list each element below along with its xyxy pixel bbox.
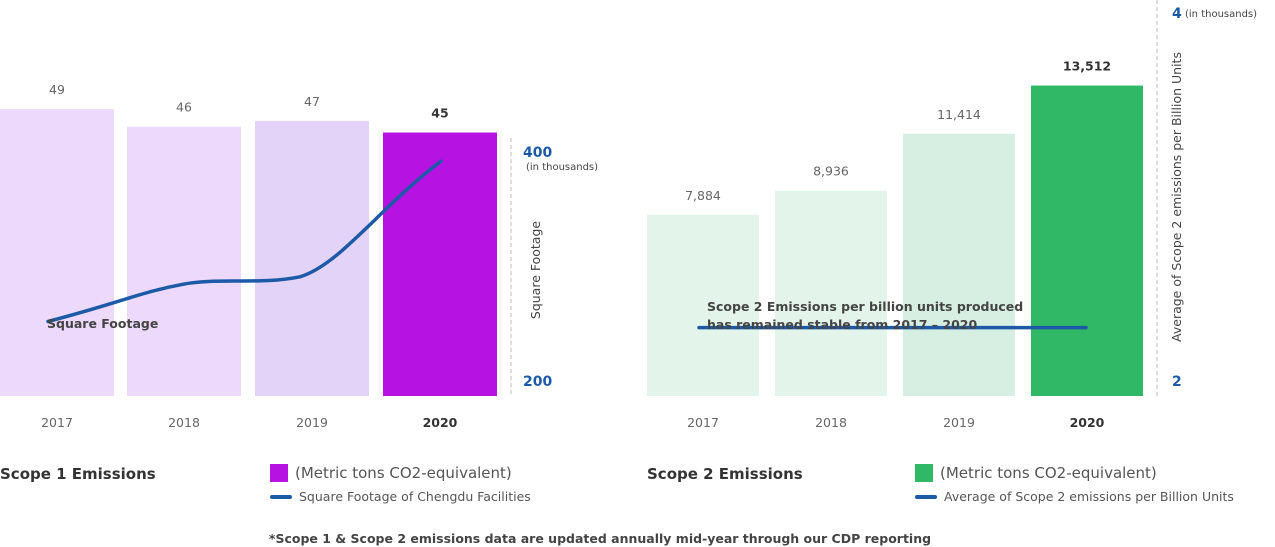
bar-scope1-2017 xyxy=(0,109,114,396)
right-axis-tick: 400 xyxy=(523,145,552,161)
bar-value-label: 11,414 xyxy=(937,107,981,122)
scope1-legend-line-item: Square Footage of Chengdu Facilities xyxy=(270,489,531,504)
scope2-legend-line-item: Average of Scope 2 emissions per Billion… xyxy=(915,489,1234,504)
right-axis-unit-note: (in thousands) xyxy=(1185,9,1257,20)
x-tick-label: 2019 xyxy=(296,415,328,430)
x-tick-label: 2020 xyxy=(1070,415,1105,430)
right-axis-unit-note: (in thousands) xyxy=(526,162,598,173)
right-axis-tick: 4 xyxy=(1172,6,1182,22)
scope1-legend-line-label: Square Footage of Chengdu Facilities xyxy=(299,489,531,504)
x-tick-label: 2020 xyxy=(423,415,458,430)
x-tick-label: 2018 xyxy=(815,415,847,430)
bar-value-label: 7,884 xyxy=(685,188,721,203)
bar-scope1-2019 xyxy=(255,120,369,397)
right-axis-tick: 200 xyxy=(523,374,552,390)
scope1-legend-bar-label: (Metric tons CO2-equivalent) xyxy=(295,464,512,482)
bar-scope1-2020 xyxy=(383,132,497,396)
line-annotation: Scope 2 Emissions per billion units prod… xyxy=(707,299,1023,314)
bar-scope2-2020 xyxy=(1031,85,1143,397)
bar-scope2-2017 xyxy=(647,214,759,396)
bar-value-label: 46 xyxy=(176,100,192,115)
scope2-bar-swatch xyxy=(915,464,933,482)
right-axis-tick: 2 xyxy=(1172,374,1182,390)
bar-value-label: 49 xyxy=(49,82,65,97)
scope2-line-swatch xyxy=(915,494,937,499)
bar-value-label: 13,512 xyxy=(1063,59,1111,74)
bar-value-label: 45 xyxy=(431,106,448,121)
scope2-legend-line-label: Average of Scope 2 emissions per Billion… xyxy=(944,489,1234,504)
x-tick-label: 2017 xyxy=(41,415,73,430)
scope1-bar-swatch xyxy=(270,464,288,482)
x-tick-label: 2019 xyxy=(943,415,975,430)
right-axis-title: Square Footage xyxy=(528,221,543,320)
scope1-legend-bar-item: (Metric tons CO2-equivalent) xyxy=(270,464,512,482)
footnote: *Scope 1 & Scope 2 emissions data are up… xyxy=(268,531,932,546)
bar-scope1-2018 xyxy=(127,126,241,396)
bar-value-label: 8,936 xyxy=(813,164,849,179)
line-annotation: has remained stable from 2017 – 2020 xyxy=(707,317,978,332)
bar-scope2-2019 xyxy=(903,133,1015,396)
right-axis-title: Average of Scope 2 emissions per Billion… xyxy=(1169,52,1184,342)
bar-scope2-2018 xyxy=(775,190,887,396)
x-tick-label: 2017 xyxy=(687,415,719,430)
scope1-legend-title: Scope 1 Emissions xyxy=(0,465,156,483)
line-annotation: Square Footage xyxy=(47,316,158,331)
scope2-legend-bar-label: (Metric tons CO2-equivalent) xyxy=(940,464,1157,482)
scope2-legend-title: Scope 2 Emissions xyxy=(647,465,803,483)
x-tick-label: 2018 xyxy=(168,415,200,430)
scope2-legend-bar-item: (Metric tons CO2-equivalent) xyxy=(915,464,1157,482)
bar-value-label: 47 xyxy=(304,94,320,109)
scope1-line-series xyxy=(46,159,443,324)
scope1-line-swatch xyxy=(270,494,292,499)
